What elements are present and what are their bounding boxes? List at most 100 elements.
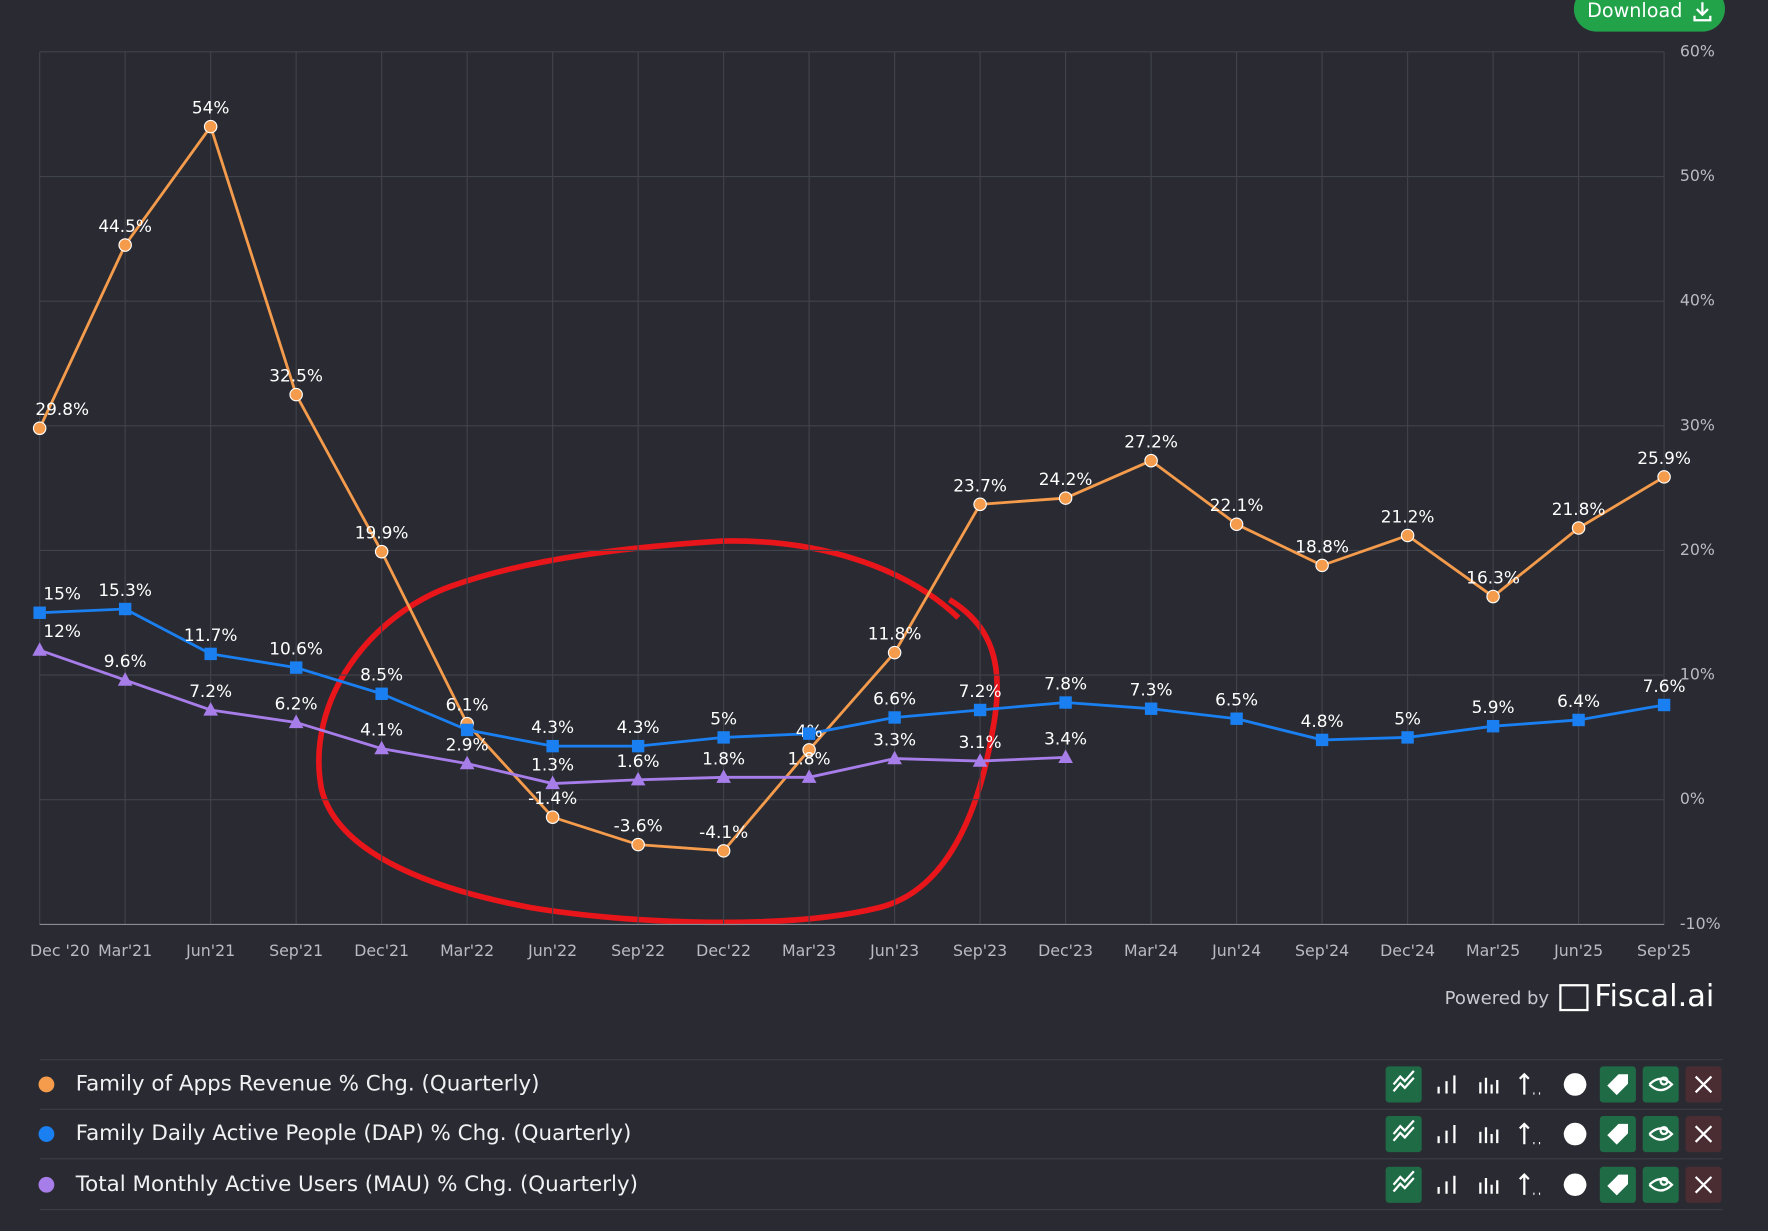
point (375, 687, 388, 700)
value-label: 1.3% (531, 754, 574, 774)
legend-label: Family Daily Active People (DAP) % Chg. … (76, 1121, 632, 1146)
point (1315, 733, 1329, 747)
point (888, 711, 901, 724)
x-tick-label: Dec'21 (354, 941, 409, 960)
series-button-icon (1518, 1122, 1541, 1145)
download-label[interactable]: Download (1587, 0, 1682, 22)
point (716, 769, 731, 783)
value-label: 21.8% (1552, 499, 1606, 519)
value-label: 22.1% (1210, 495, 1264, 515)
point (546, 739, 559, 753)
y-tick-label: 0% (1680, 789, 1705, 808)
x-tick-label: Sep'24 (1295, 941, 1349, 960)
series-button-icon (1437, 1175, 1456, 1194)
series-button[interactable] (1385, 1066, 1422, 1103)
point (630, 771, 646, 786)
point (1657, 470, 1671, 484)
point (631, 837, 645, 852)
point (973, 497, 987, 512)
point (1315, 558, 1329, 573)
value-label: 5.9% (1472, 697, 1515, 717)
icon (1437, 1125, 1456, 1144)
series-button[interactable] (1642, 1066, 1679, 1103)
value-label: 5% (710, 708, 737, 728)
series-button-icon (1392, 1070, 1415, 1092)
series-button-icon (1518, 1072, 1541, 1095)
series-button-icon (1607, 1074, 1629, 1096)
point (631, 739, 645, 753)
point (1572, 713, 1585, 727)
x-tick-label: Dec'23 (1038, 941, 1093, 960)
brand-logo (1559, 984, 1589, 1012)
series-button-icon (1607, 1123, 1629, 1145)
x-tick-label: Jun'21 (185, 941, 235, 960)
download-button[interactable] (1573, 0, 1725, 32)
value-label: 2.9% (446, 735, 489, 755)
y-tick-label: 10% (1680, 665, 1715, 684)
point (545, 775, 560, 790)
legend-swatch (38, 1126, 55, 1142)
icon (1518, 1122, 1541, 1145)
point (1486, 589, 1500, 604)
point (1059, 696, 1072, 709)
series-button-icon (1518, 1173, 1541, 1195)
series-button-icon (1563, 1073, 1587, 1096)
point (203, 702, 218, 716)
icon (1694, 1176, 1713, 1194)
icon (1392, 1170, 1415, 1193)
series-button-icon (1694, 1125, 1713, 1143)
y-tick-label: 40% (1680, 291, 1715, 310)
point (1058, 491, 1073, 505)
icon (1648, 1126, 1674, 1141)
legend-swatch (38, 1076, 55, 1093)
value-label: 27.2% (1124, 432, 1178, 452)
point (289, 387, 303, 402)
value-label: 7.2% (959, 681, 1002, 701)
series-button[interactable] (1642, 1116, 1679, 1153)
series-button-icon (1479, 1127, 1499, 1144)
value-label: 11.7% (184, 625, 238, 645)
value-label: 16.3% (1466, 568, 1520, 588)
point (1486, 719, 1500, 733)
icon (1648, 1076, 1674, 1092)
value-label: 4.3% (617, 717, 660, 737)
value-label: -1.4% (528, 788, 577, 808)
x-tick-label: Jun'23 (869, 941, 919, 960)
point (801, 769, 817, 783)
series-button[interactable] (1385, 1116, 1422, 1153)
value-label: 21.2% (1381, 506, 1435, 526)
point (118, 238, 132, 252)
value-label: 1.6% (617, 751, 660, 771)
series-button[interactable] (1642, 1166, 1679, 1203)
value-label: 5% (1394, 708, 1421, 728)
value-label: 3.4% (1044, 728, 1087, 748)
x-tick-label: Mar'23 (782, 941, 836, 960)
icon (1392, 1119, 1415, 1142)
point (204, 647, 217, 661)
point (1657, 698, 1671, 712)
icon (1479, 1127, 1499, 1144)
series-button[interactable] (1385, 1166, 1422, 1203)
x-tick-label: Sep'25 (1637, 941, 1691, 960)
value-label: 54% (192, 98, 230, 118)
legend-label: Family of Apps Revenue % Chg. (Quarterly… (76, 1071, 540, 1096)
legend-label: Total Monthly Active Users (MAU) % Chg. … (75, 1172, 638, 1197)
x-tick-label: Mar'24 (1124, 941, 1178, 960)
point (33, 606, 46, 619)
value-label: 25.9% (1637, 448, 1691, 468)
value-label: 15% (43, 584, 81, 604)
series-button-icon (1437, 1075, 1456, 1094)
point (802, 727, 816, 740)
series-button-icon (1392, 1170, 1415, 1193)
value-label: 1.8% (702, 748, 745, 768)
value-label: 15.3% (98, 580, 152, 600)
x-tick-label: Sep'22 (611, 941, 665, 960)
value-label: -3.6% (614, 816, 663, 836)
y-tick-label: -10% (1680, 914, 1721, 933)
series-button-icon (1648, 1126, 1674, 1141)
icon (1694, 1125, 1713, 1143)
series-button-icon (1437, 1125, 1456, 1144)
value-label: 44.5% (98, 216, 152, 236)
value-label: 29.8% (35, 399, 89, 419)
